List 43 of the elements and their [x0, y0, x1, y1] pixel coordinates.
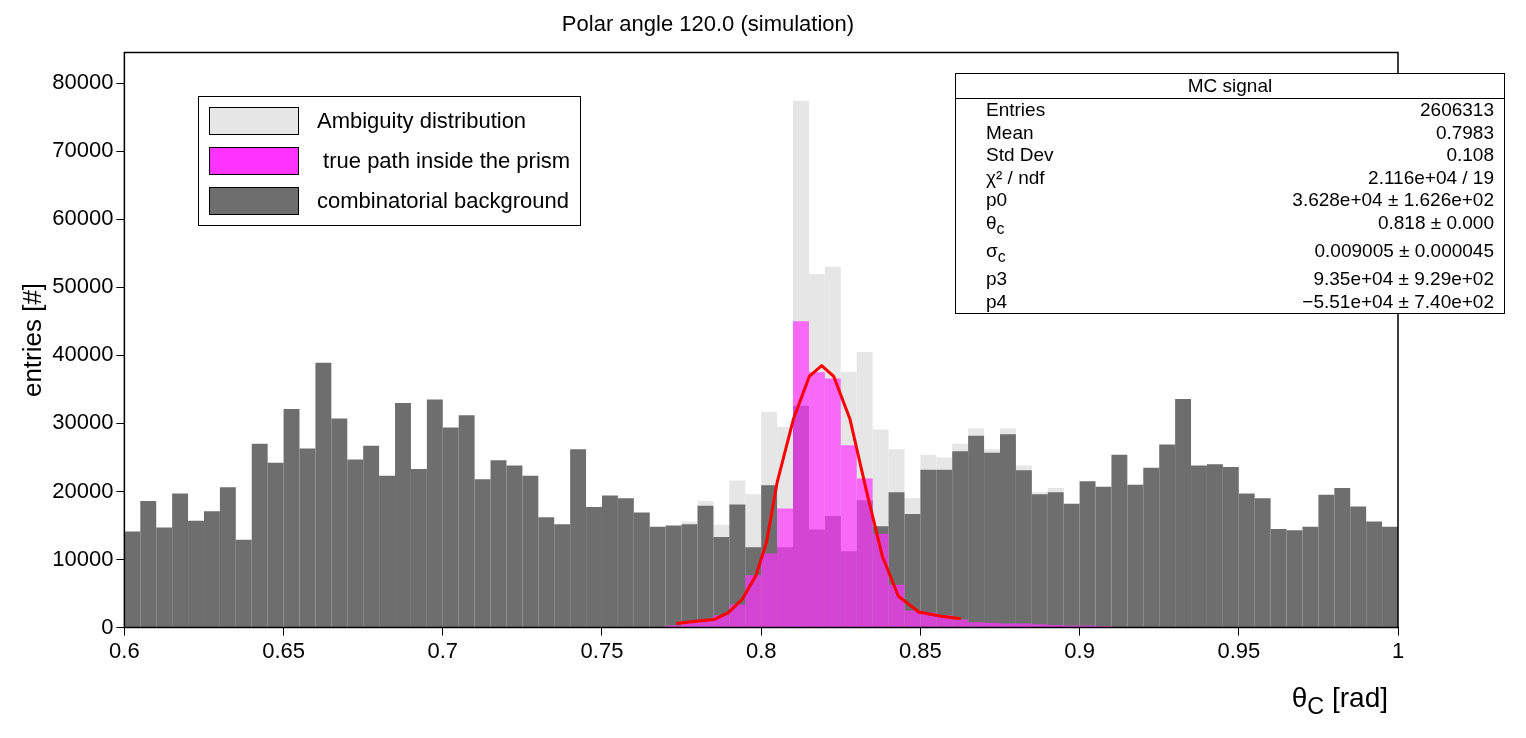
chart-title: Polar angle 120.0 (simulation): [561, 11, 855, 37]
annotation: χ² / ndf: [986, 166, 1045, 189]
annotation: θ$_{c}$: [986, 211, 1005, 239]
x-tick-label: 0.95: [1217, 637, 1261, 663]
annotation: 3.628e+04 ± 1.626e+02: [1292, 189, 1494, 212]
y-tick-label: 60000: [52, 205, 114, 231]
annotation: p3: [986, 268, 1008, 291]
annotation: p0: [986, 189, 1008, 212]
y-tick-label: 80000: [52, 69, 114, 95]
x-tick-label: 0.75: [580, 637, 624, 663]
x-axis-title: θ$_{C}$ [rad]: [1291, 682, 1388, 720]
y-tick-label: 10000: [52, 545, 114, 571]
legend-label: combinatorial background: [317, 188, 569, 214]
annotation: Std Dev: [986, 144, 1054, 167]
y-tick-label: 30000: [52, 409, 114, 435]
x-tick-label: 0.8: [745, 637, 777, 663]
annotation: p4: [986, 290, 1008, 314]
x-tick-label: 0.85: [898, 637, 942, 663]
annotation: 2.116e+04 / 19: [1368, 166, 1494, 189]
annotation: 9.35e+04 ± 9.29e+02: [1313, 268, 1494, 291]
y-axis-title: entries [#]: [16, 282, 47, 398]
x-tick-label: 1: [1391, 637, 1405, 663]
y-tick-label: 20000: [52, 477, 114, 503]
annotation: Mean: [986, 121, 1034, 144]
annotation: −5.51e+04 ± 7.40e+02: [1302, 290, 1494, 314]
legend-label: Ambiguity distribution: [317, 108, 527, 134]
x-tick-label: 0.65: [262, 637, 305, 663]
annotation: 0.818 ± 0.000: [1377, 211, 1494, 235]
text: 2606313: [1420, 99, 1494, 122]
y-tick-label: 50000: [52, 273, 114, 299]
y-tick-label: 40000: [52, 341, 114, 367]
annotation: Entries: [986, 99, 1046, 122]
y-tick-label: 70000: [52, 137, 114, 163]
legend-label: true path inside the prism: [322, 148, 571, 174]
text: 0.108: [1446, 144, 1494, 167]
x-tick-label: 0.7: [427, 637, 459, 663]
text: 0.7983: [1435, 121, 1494, 144]
annotation: 0.009005 ± 0.000045: [1314, 239, 1494, 263]
x-tick-label: 0.6: [109, 637, 140, 663]
annotation: MC signal: [956, 74, 1504, 99]
x-tick-label: 0.9: [1064, 637, 1095, 663]
y-tick-label: 0: [101, 613, 114, 639]
annotation: σ$_{c}$: [986, 239, 1006, 267]
